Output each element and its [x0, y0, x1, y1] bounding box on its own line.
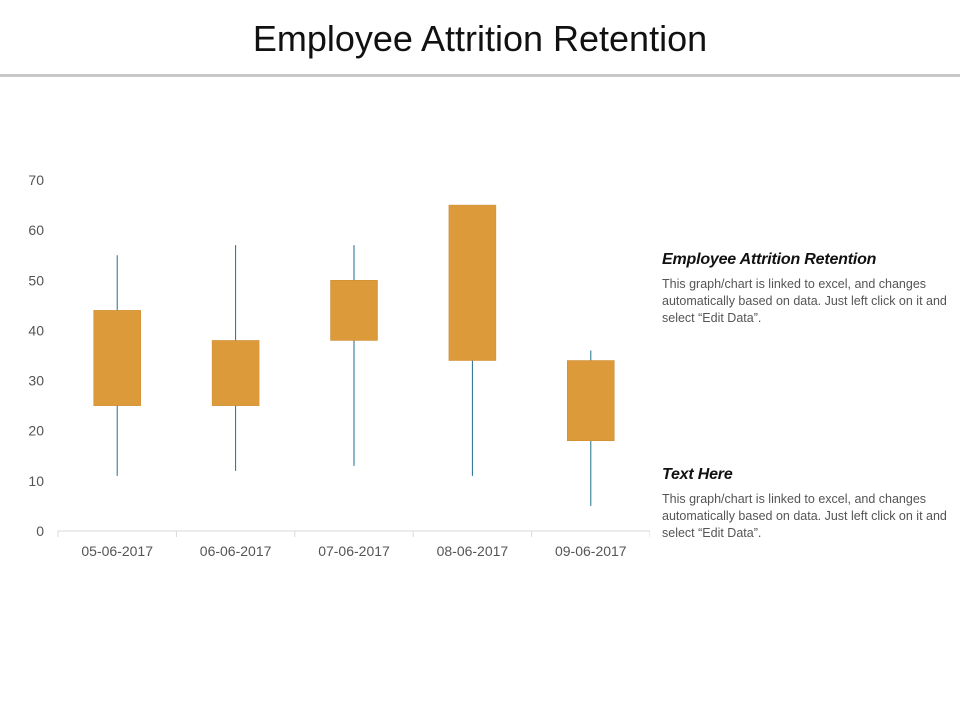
info-block-heading: Employee Attrition Retention: [662, 251, 877, 268]
page-title: Employee Attrition Retention: [252, 18, 708, 59]
y-tick-label: 50: [28, 272, 44, 288]
info-block-body: This graph/chart is linked to excel, and…: [662, 277, 947, 325]
y-tick-label: 20: [28, 423, 44, 439]
y-tick-label: 10: [28, 473, 44, 489]
y-tick-label: 30: [28, 373, 44, 389]
y-tick-label: 40: [28, 322, 44, 338]
candle-body: [448, 204, 497, 361]
candle-body: [330, 280, 378, 341]
candle-body: [567, 360, 615, 441]
title-divider: [0, 74, 960, 77]
candle-body: [93, 310, 141, 406]
info-block-1: Employee Attrition Retention This graph/…: [662, 250, 952, 327]
candle-body: [211, 340, 260, 406]
x-tick-label: 05-06-2017: [81, 543, 153, 559]
x-tick-label: 09-06-2017: [555, 543, 627, 559]
x-tick-label: 07-06-2017: [318, 543, 390, 559]
info-block-body: This graph/chart is linked to excel, and…: [662, 492, 947, 540]
y-tick-label: 60: [28, 222, 44, 238]
y-tick-label: 0: [36, 523, 44, 539]
candlestick-chart: 0 10 20 30 40 50 60 70 05-06-2017 06-06-2017 07-06…: [28, 172, 650, 559]
x-tick-label: 08-06-2017: [437, 543, 509, 559]
y-tick-label: 70: [28, 172, 44, 188]
info-block-heading: Text Here: [662, 466, 733, 483]
info-block-2: Text Here This graph/chart is linked to …: [662, 465, 952, 542]
x-tick-label: 06-06-2017: [200, 543, 272, 559]
